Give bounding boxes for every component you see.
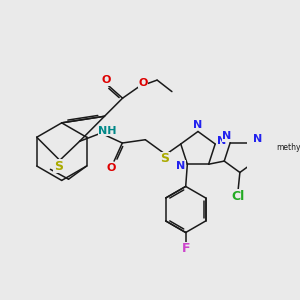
Text: methyl: methyl — [276, 143, 300, 152]
Text: S: S — [160, 152, 169, 165]
Text: O: O — [138, 78, 148, 88]
Text: N: N — [217, 136, 226, 146]
Text: O: O — [101, 75, 111, 85]
Text: N: N — [194, 120, 202, 130]
Text: N: N — [222, 131, 232, 141]
Text: Cl: Cl — [232, 190, 245, 203]
Text: O: O — [106, 163, 116, 173]
Text: NH: NH — [98, 126, 117, 136]
Text: S: S — [54, 160, 63, 172]
Text: F: F — [182, 242, 190, 255]
Text: N: N — [253, 134, 262, 144]
Text: N: N — [176, 161, 185, 171]
